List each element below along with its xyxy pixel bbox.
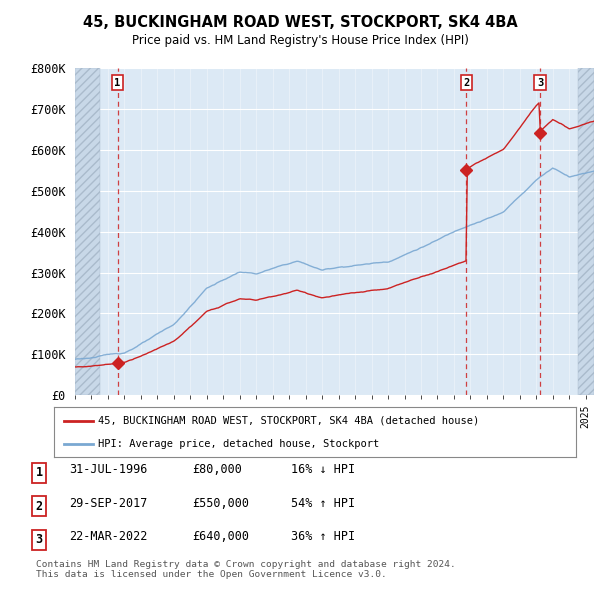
Bar: [578, 68, 594, 395]
Text: 3: 3: [35, 533, 43, 546]
Text: 3: 3: [537, 78, 543, 88]
Text: HPI: Average price, detached house, Stockport: HPI: Average price, detached house, Stoc…: [98, 439, 380, 449]
Text: 1: 1: [115, 78, 121, 88]
Text: £80,000: £80,000: [192, 463, 242, 476]
Text: 45, BUCKINGHAM ROAD WEST, STOCKPORT, SK4 4BA: 45, BUCKINGHAM ROAD WEST, STOCKPORT, SK4…: [83, 15, 517, 30]
Text: 54% ↑ HPI: 54% ↑ HPI: [291, 497, 355, 510]
Text: 2: 2: [463, 78, 469, 88]
Text: £640,000: £640,000: [192, 530, 249, 543]
Text: 2: 2: [35, 500, 43, 513]
Text: 29-SEP-2017: 29-SEP-2017: [69, 497, 148, 510]
Text: £550,000: £550,000: [192, 497, 249, 510]
Text: 16% ↓ HPI: 16% ↓ HPI: [291, 463, 355, 476]
Text: 1: 1: [35, 466, 43, 479]
Text: 45, BUCKINGHAM ROAD WEST, STOCKPORT, SK4 4BA (detached house): 45, BUCKINGHAM ROAD WEST, STOCKPORT, SK4…: [98, 415, 479, 425]
Text: 36% ↑ HPI: 36% ↑ HPI: [291, 530, 355, 543]
Text: Price paid vs. HM Land Registry's House Price Index (HPI): Price paid vs. HM Land Registry's House …: [131, 34, 469, 47]
Text: Contains HM Land Registry data © Crown copyright and database right 2024.
This d: Contains HM Land Registry data © Crown c…: [36, 560, 456, 579]
Text: 22-MAR-2022: 22-MAR-2022: [69, 530, 148, 543]
Bar: [75, 68, 100, 395]
Text: 31-JUL-1996: 31-JUL-1996: [69, 463, 148, 476]
